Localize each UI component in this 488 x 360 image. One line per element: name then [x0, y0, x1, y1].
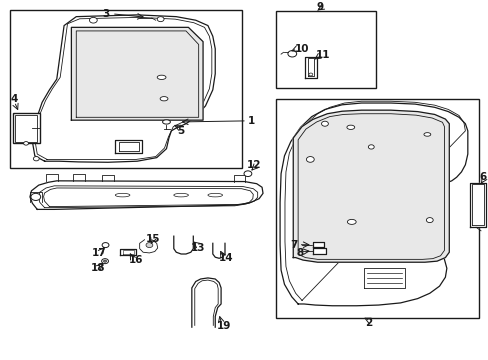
- Text: 7: 7: [290, 240, 297, 250]
- Circle shape: [103, 260, 106, 262]
- Polygon shape: [469, 183, 485, 227]
- Polygon shape: [140, 240, 158, 253]
- Circle shape: [157, 17, 163, 22]
- Circle shape: [321, 121, 328, 126]
- Ellipse shape: [115, 193, 130, 197]
- Bar: [276, 99, 478, 318]
- Polygon shape: [312, 242, 324, 247]
- Text: 12: 12: [246, 160, 261, 170]
- Polygon shape: [120, 249, 136, 255]
- Ellipse shape: [346, 219, 355, 224]
- Polygon shape: [30, 181, 263, 210]
- Circle shape: [244, 171, 251, 176]
- Circle shape: [31, 193, 41, 201]
- Polygon shape: [191, 278, 221, 327]
- Ellipse shape: [207, 193, 222, 197]
- Circle shape: [367, 145, 373, 149]
- Bar: [10, 9, 242, 168]
- Text: 17: 17: [92, 248, 106, 258]
- Ellipse shape: [346, 125, 354, 130]
- Text: 2: 2: [365, 318, 372, 328]
- Ellipse shape: [160, 96, 167, 101]
- Bar: [15, 115, 37, 141]
- Circle shape: [89, 17, 97, 23]
- Circle shape: [102, 258, 108, 264]
- Text: 19: 19: [216, 321, 230, 331]
- Ellipse shape: [423, 132, 430, 136]
- Circle shape: [287, 50, 296, 57]
- Text: 16: 16: [128, 255, 142, 265]
- Circle shape: [426, 217, 432, 222]
- Text: 5: 5: [177, 126, 184, 136]
- Text: 1: 1: [248, 116, 255, 126]
- Polygon shape: [71, 27, 203, 120]
- Bar: [276, 11, 375, 88]
- Ellipse shape: [173, 193, 188, 197]
- Circle shape: [306, 157, 314, 162]
- Ellipse shape: [162, 120, 170, 124]
- Bar: [13, 113, 40, 143]
- Text: 8: 8: [296, 248, 303, 258]
- Text: 18: 18: [91, 263, 105, 273]
- Polygon shape: [32, 15, 215, 162]
- Text: 6: 6: [479, 172, 486, 182]
- Text: 9: 9: [316, 2, 323, 12]
- Text: 3: 3: [102, 9, 109, 19]
- Polygon shape: [305, 57, 316, 78]
- Ellipse shape: [157, 75, 165, 80]
- Polygon shape: [280, 103, 467, 306]
- Text: 14: 14: [219, 253, 233, 262]
- Circle shape: [146, 243, 153, 248]
- Circle shape: [102, 243, 109, 248]
- Text: 10: 10: [294, 44, 308, 54]
- Circle shape: [33, 157, 39, 161]
- Text: 4: 4: [11, 94, 18, 104]
- Circle shape: [308, 73, 312, 76]
- Text: 15: 15: [145, 234, 160, 244]
- Polygon shape: [312, 248, 326, 254]
- Text: 11: 11: [316, 50, 330, 60]
- Text: 13: 13: [190, 243, 205, 253]
- Polygon shape: [293, 110, 448, 262]
- Circle shape: [23, 141, 28, 145]
